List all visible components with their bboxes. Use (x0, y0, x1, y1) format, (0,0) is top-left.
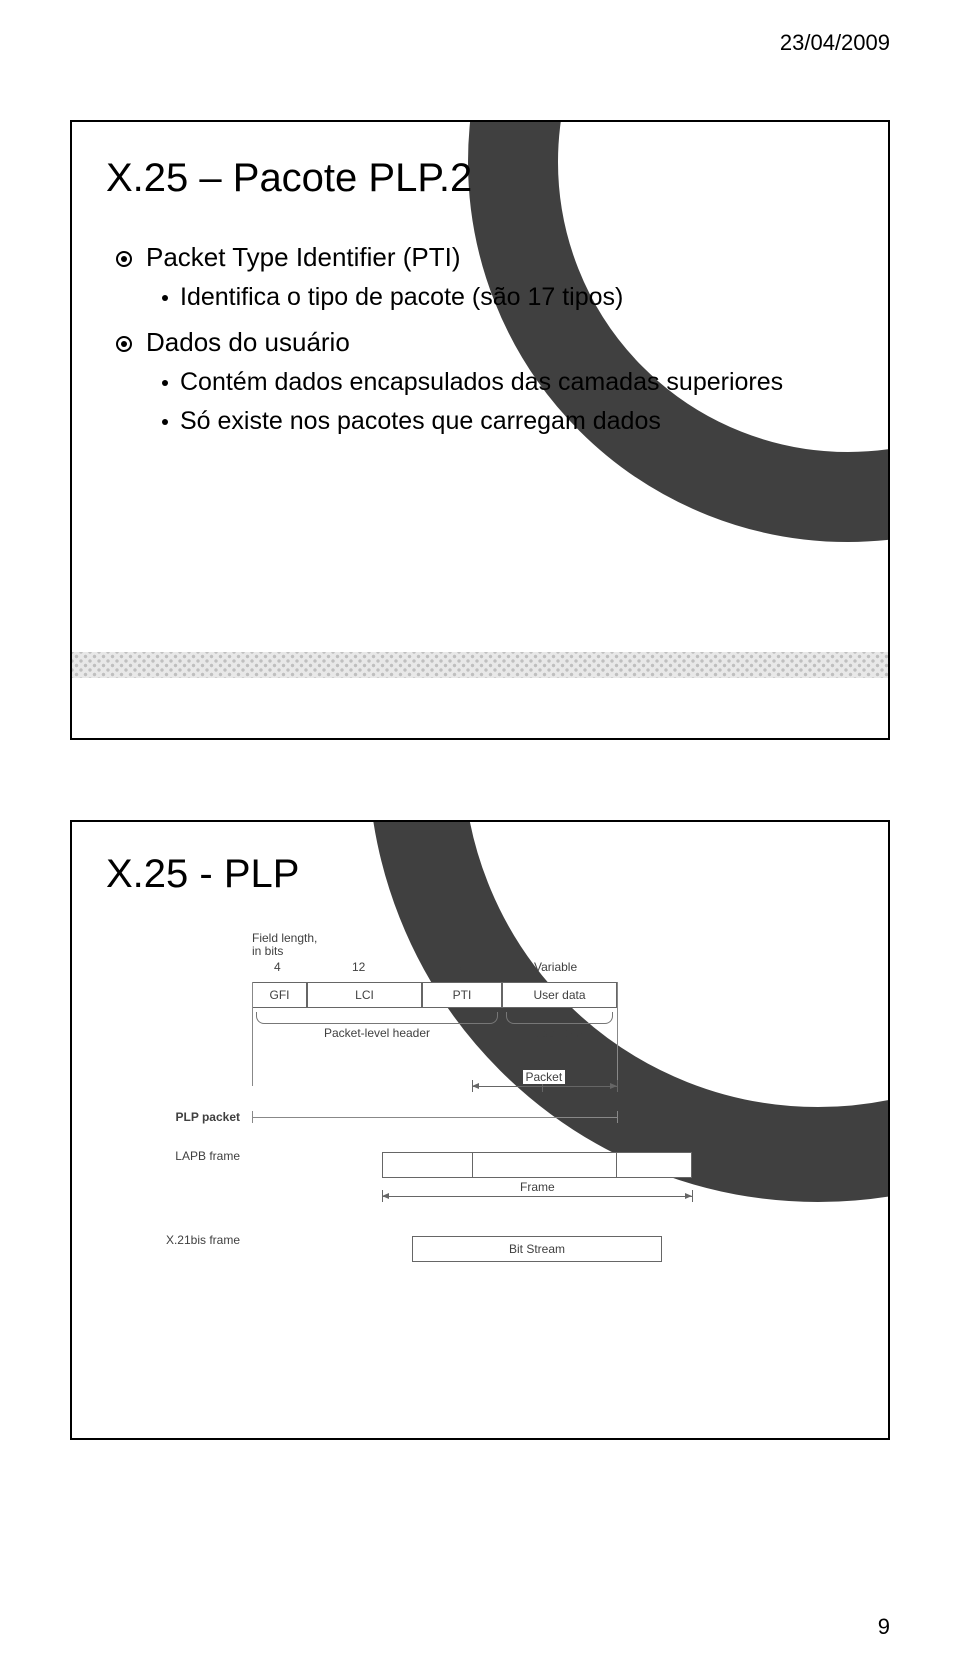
bullet-text: Contém dados encapsulados das camadas su… (180, 368, 783, 396)
bits-pti: 8 (456, 960, 463, 974)
brace-header-label: Packet-level header (252, 1026, 502, 1040)
ring-bullet-icon (116, 251, 132, 267)
slide-2-title: X.25 - PLP (106, 852, 299, 897)
lapb-frame-row: LAPB frame (252, 1152, 772, 1178)
bullet-item: Identifica o tipo de pacote (são 17 tipo… (162, 279, 844, 317)
bullet-text: Dados do usuário (146, 327, 350, 357)
bits-lci: 12 (352, 960, 365, 974)
packet-dim-label: Packet (523, 1070, 566, 1084)
slide-1: X.25 – Pacote PLP.2 Packet Type Identifi… (70, 120, 890, 740)
field-pti: PTI (422, 982, 502, 1008)
packet-fields: GFI LCI PTI User data (252, 982, 772, 1008)
x21bis-frame-row: X.21bis frame Bit Stream (252, 1236, 772, 1262)
plp-packet-label: PLP packet (176, 1110, 240, 1124)
frame-dimension: Frame (252, 1186, 772, 1214)
bullet-text: Só existe nos pacotes que carregam dados (180, 407, 661, 435)
field-length-label: Field length, in bits (252, 932, 772, 958)
bullet-item: Dados do usuário (116, 323, 844, 362)
dot-bullet-icon (162, 295, 168, 301)
dot-bullet-icon (162, 380, 168, 386)
x21bis-frame-label: X.21bis frame (166, 1234, 240, 1246)
bits-gfi: 4 (274, 960, 281, 974)
frame-dim-label: Frame (517, 1180, 558, 1194)
brace-header (256, 1012, 498, 1024)
page-date: 23/04/2009 (780, 30, 890, 56)
lapb-frame-label: LAPB frame (175, 1150, 240, 1162)
bits-user: Variable (534, 960, 577, 974)
bit-widths-row: 4 12 8 Variable (252, 960, 772, 976)
brace-user-label: User data (502, 1026, 617, 1040)
slide-1-content: Packet Type Identifier (PTI) Identifica … (116, 232, 844, 441)
field-lci: LCI (307, 982, 422, 1008)
bullet-item: Só existe nos pacotes que carregam dados (162, 403, 844, 441)
slide-2: X.25 - PLP Field length, in bits 4 12 8 … (70, 820, 890, 1440)
dot-bullet-icon (162, 419, 168, 425)
bullet-item: Packet Type Identifier (PTI) (116, 238, 844, 277)
page-number: 9 (878, 1614, 890, 1640)
decorative-dotband (72, 652, 888, 678)
bullet-text: Identifica o tipo de pacote (são 17 tipo… (180, 283, 623, 311)
bit-stream-label: Bit Stream (509, 1242, 565, 1256)
slide-1-title: X.25 – Pacote PLP.2 (106, 156, 472, 201)
bullet-text: Packet Type Identifier (PTI) (146, 242, 461, 272)
plp-diagram: Field length, in bits 4 12 8 Variable GF… (252, 932, 772, 1262)
field-gfi: GFI (252, 982, 307, 1008)
field-user: User data (502, 982, 617, 1008)
bullet-item: Contém dados encapsulados das camadas su… (162, 364, 844, 402)
brace-user (506, 1012, 613, 1024)
brace-row: Packet-level header User data (252, 1012, 772, 1042)
ring-bullet-icon (116, 336, 132, 352)
packet-dimension: Packet (252, 1076, 772, 1104)
